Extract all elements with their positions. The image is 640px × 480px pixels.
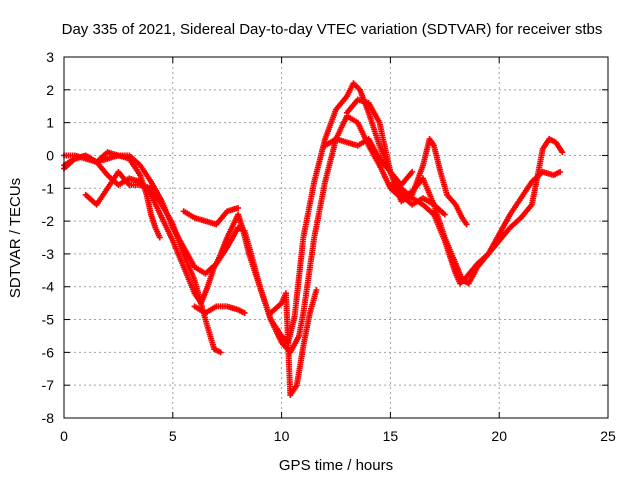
y-tick-label: 1	[46, 115, 54, 131]
y-tick-label: -3	[42, 246, 55, 262]
y-tick-label: 0	[46, 147, 54, 163]
series-arc-5	[180, 204, 242, 228]
data-point	[559, 149, 566, 156]
series-arc-6	[191, 303, 248, 316]
x-axis-title: GPS time / hours	[279, 457, 393, 474]
data-point	[217, 349, 224, 356]
plot-frame	[63, 56, 609, 419]
data-point	[241, 309, 248, 316]
x-tick-label: 25	[600, 428, 616, 444]
series-arc-4	[82, 168, 224, 356]
y-tick-label: -4	[42, 279, 55, 295]
x-tick-label: 0	[60, 428, 68, 444]
data-point	[313, 287, 320, 294]
y-tick-label: 3	[46, 49, 54, 65]
x-tick-label: 15	[383, 428, 399, 444]
y-axis-title: SDTVAR / TECUs	[7, 178, 24, 298]
y-tick-label: -8	[42, 410, 55, 426]
y-tick-label: -7	[42, 377, 55, 393]
chart-title: Day 335 of 2021, Sidereal Day-to-day VTE…	[62, 21, 603, 38]
series-arc-3	[61, 113, 564, 356]
data-point	[441, 211, 448, 218]
series-arc-2	[61, 80, 416, 346]
data-point	[463, 221, 470, 228]
y-tick-label: -2	[42, 213, 55, 229]
data-point	[156, 234, 163, 241]
series-arc-7	[267, 287, 320, 399]
y-tick-label: 2	[46, 82, 54, 98]
data-point	[235, 204, 242, 211]
data-point	[409, 168, 416, 175]
series-arc-1	[61, 149, 163, 241]
y-tick-label: -6	[42, 344, 55, 360]
data-point	[557, 168, 564, 175]
y-tick-label: -5	[42, 312, 55, 328]
x-tick-label: 10	[274, 428, 290, 444]
data-points	[61, 80, 566, 399]
x-tick-label: 20	[491, 428, 507, 444]
series-arc-10	[387, 136, 566, 287]
y-tick-label: -1	[42, 180, 55, 196]
x-tick-label: 5	[169, 428, 177, 444]
series-arc-9	[343, 96, 470, 228]
